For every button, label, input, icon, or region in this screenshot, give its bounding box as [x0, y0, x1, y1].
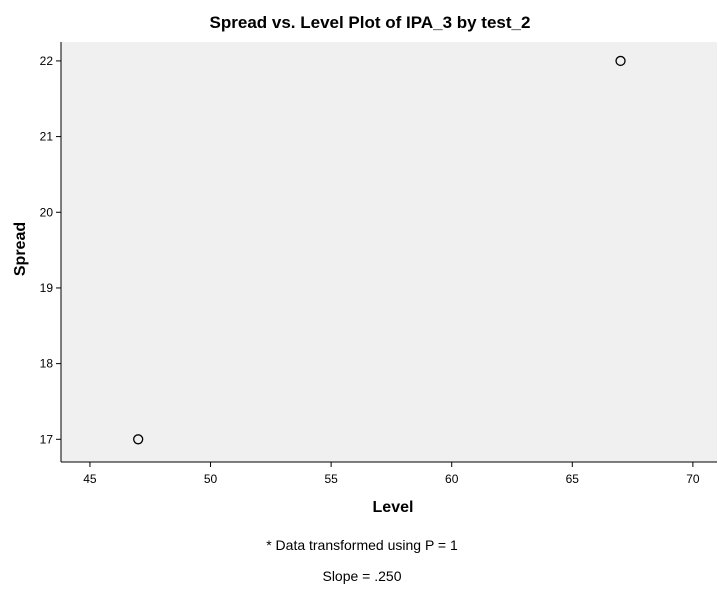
transform-footnote: * Data transformed using P = 1	[266, 537, 458, 553]
y-tick-label: 22	[40, 54, 54, 68]
y-axis-ticks: 17 18 19 20 21 22	[40, 54, 61, 446]
data-points	[133, 55, 626, 445]
x-tick-label: 45	[83, 472, 97, 486]
x-tick-label: 60	[445, 472, 459, 486]
x-tick-label: 70	[686, 472, 700, 486]
slope-footnote: Slope = .250	[322, 568, 401, 584]
x-axis-label: Level	[373, 499, 414, 516]
y-tick-label: 19	[40, 281, 54, 295]
y-tick-label: 20	[40, 205, 54, 219]
data-point	[615, 55, 626, 67]
y-tick-label: 17	[40, 432, 54, 446]
x-tick-label: 65	[566, 472, 580, 486]
data-point	[133, 434, 144, 445]
y-tick-label: 21	[40, 130, 54, 144]
x-tick-label: 55	[324, 472, 338, 486]
chart-title: Spread vs. Level Plot of IPA_3 by test_2	[210, 13, 531, 32]
y-tick-label: 18	[40, 357, 54, 371]
x-tick-label: 50	[204, 472, 218, 486]
y-axis-label: Spread	[12, 222, 29, 276]
x-axis-ticks: 45 50 55 60 65 70	[83, 462, 700, 486]
plot-area	[61, 42, 717, 462]
